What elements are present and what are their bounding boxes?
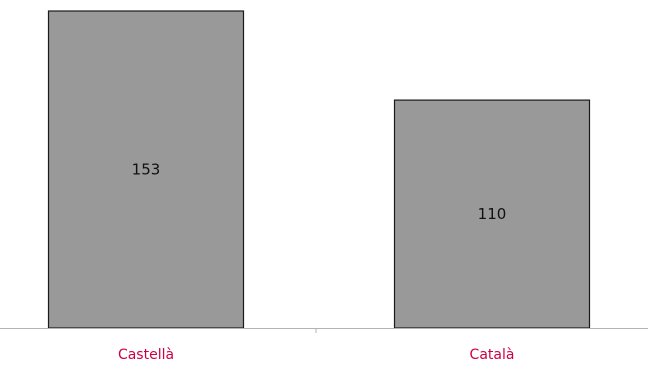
bar-1 (47, 10, 245, 329)
bar-2 (393, 99, 591, 329)
data-label-1: 153 (132, 161, 161, 179)
category-label-1: Castellà (118, 347, 174, 363)
bars-group (47, 10, 591, 329)
category-label-2: Català (470, 347, 515, 363)
data-label-2: 110 (478, 205, 507, 223)
labels-group: 153 Castellà 110 Català (118, 161, 515, 364)
